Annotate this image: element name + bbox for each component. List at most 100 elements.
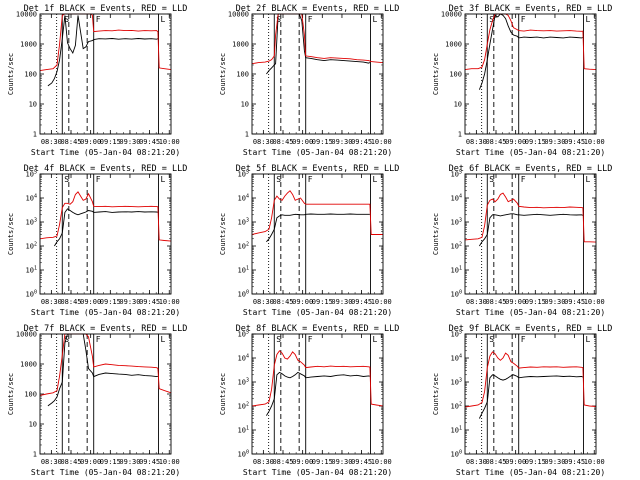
y-tick-label: 10000 <box>228 11 249 19</box>
x-tick-label: 09:15 <box>525 458 546 466</box>
y-tick-exponent: 1 <box>459 266 462 272</box>
x-tick-label: 08:45 <box>60 458 81 466</box>
plot-panel-5: Det 5f BLACK = Events, RED = LLD Counts/s… <box>219 164 399 317</box>
series-events <box>47 333 159 407</box>
y-tick-label: 10000 <box>16 331 37 339</box>
marker-label: F <box>308 15 313 24</box>
x-tick-label: 09:15 <box>100 138 121 146</box>
y-tick-label: 103 <box>26 218 37 227</box>
x-axis-label: Start Time (05-Jan-04 08:21:20) <box>31 308 180 317</box>
y-tick-label: 10000 <box>16 11 37 19</box>
y-tick-label: 10 <box>241 101 249 109</box>
marker-label: L <box>161 335 166 344</box>
y-tick-label: 104 <box>238 194 249 203</box>
x-tick-label: 09:15 <box>525 138 546 146</box>
marker-label: L <box>586 335 591 344</box>
marker-label: L <box>373 15 378 24</box>
y-tick-exponent: 5 <box>246 170 249 176</box>
marker-label: L <box>161 15 166 24</box>
x-tick-label: 09:45 <box>139 458 160 466</box>
y-axis-label: Counts/sec <box>432 213 440 255</box>
plot-frame <box>464 13 597 135</box>
x-tick-label: 09:30 <box>544 138 565 146</box>
x-tick-label: 09:00 <box>292 458 313 466</box>
y-tick-label: 105 <box>26 170 37 179</box>
y-tick-label: 100 <box>238 290 249 299</box>
x-tick-label: 10:00 <box>584 138 605 146</box>
plot-panel-2: Det 2f BLACK = Events, RED = LLD Counts/s… <box>219 4 399 157</box>
plot-title: Det 4f BLACK = Events, RED = LLD <box>24 164 188 174</box>
series-lld <box>464 192 597 243</box>
y-tick-label: 1000 <box>232 41 249 49</box>
x-tick-label: 08:30 <box>41 138 62 146</box>
marker-label: S <box>276 15 281 24</box>
x-tick-label: 09:00 <box>505 298 526 306</box>
x-tick-label: 09:00 <box>505 458 526 466</box>
x-tick-label: 08:30 <box>41 298 62 306</box>
series-lld <box>464 351 597 408</box>
y-tick-label: 10 <box>29 421 37 429</box>
y-tick-exponent: 2 <box>459 402 462 408</box>
marker-label: F <box>96 15 101 24</box>
x-tick-label: 08:45 <box>272 298 293 306</box>
y-tick-exponent: 1 <box>34 266 37 272</box>
y-tick-exponent: 3 <box>459 218 462 224</box>
x-tick-label: 10:00 <box>584 458 605 466</box>
y-tick-label: 102 <box>238 402 249 411</box>
y-tick-exponent: 5 <box>459 170 462 176</box>
y-tick-exponent: 2 <box>459 242 462 248</box>
x-axis-label: Start Time (05-Jan-04 08:21:20) <box>456 148 605 157</box>
plot-title: Det 8f BLACK = Events, RED = LLD <box>236 324 400 334</box>
y-tick-exponent: 2 <box>246 402 249 408</box>
x-tick-label: 10:00 <box>584 298 605 306</box>
x-axis-label: Start Time (05-Jan-04 08:21:20) <box>31 468 180 477</box>
x-tick-label: 09:30 <box>544 298 565 306</box>
series-events <box>266 213 370 243</box>
y-tick-exponent: 0 <box>34 290 37 296</box>
y-tick-label: 100 <box>449 71 462 79</box>
x-tick-label: 10:00 <box>159 298 180 306</box>
y-axis-label: Counts/sec <box>432 373 440 415</box>
x-tick-label: 09:00 <box>292 138 313 146</box>
x-tick-label: 09:15 <box>100 458 121 466</box>
marker-label: L <box>586 175 591 184</box>
y-tick-label: 105 <box>451 170 462 179</box>
plot-frame <box>39 13 172 135</box>
y-tick-label: 101 <box>26 266 37 275</box>
x-tick-label: 08:30 <box>41 458 62 466</box>
x-axis-label: Start Time (05-Jan-04 08:21:20) <box>243 148 392 157</box>
y-tick-label: 100 <box>24 391 37 399</box>
x-axis-label: Start Time (05-Jan-04 08:21:20) <box>243 468 392 477</box>
plot-frame <box>39 333 172 455</box>
marker-label: F <box>521 15 526 24</box>
series-events <box>47 15 159 87</box>
x-tick-label: 10:00 <box>371 138 392 146</box>
y-tick-label: 100 <box>451 450 462 459</box>
plot-title: Det 7f BLACK = Events, RED = LLD <box>24 324 188 334</box>
y-tick-label: 101 <box>451 426 462 435</box>
x-tick-label: 09:30 <box>119 138 140 146</box>
x-tick-label: 09:45 <box>351 138 372 146</box>
x-tick-label: 10:00 <box>371 298 392 306</box>
series-events <box>54 208 158 247</box>
x-axis-label: Start Time (05-Jan-04 08:21:20) <box>456 468 605 477</box>
x-tick-label: 09:00 <box>80 458 101 466</box>
y-tick-label: 105 <box>451 330 462 339</box>
x-tick-label: 09:45 <box>351 298 372 306</box>
x-tick-label: 08:45 <box>485 458 506 466</box>
y-tick-label: 100 <box>236 71 249 79</box>
y-tick-label: 104 <box>238 354 249 363</box>
x-tick-label: 08:45 <box>60 298 81 306</box>
y-tick-exponent: 2 <box>246 242 249 248</box>
y-tick-exponent: 3 <box>246 218 249 224</box>
x-axis-label: Start Time (05-Jan-04 08:21:20) <box>243 308 392 317</box>
y-tick-exponent: 1 <box>246 426 249 432</box>
y-axis-label: Counts/sec <box>219 373 227 415</box>
y-tick-label: 103 <box>451 378 462 387</box>
x-tick-label: 09:30 <box>331 298 352 306</box>
x-tick-label: 09:30 <box>119 458 140 466</box>
marker-label: F <box>96 175 101 184</box>
x-tick-label: 10:00 <box>159 458 180 466</box>
x-tick-label: 09:15 <box>100 298 121 306</box>
y-tick-label: 104 <box>26 194 37 203</box>
